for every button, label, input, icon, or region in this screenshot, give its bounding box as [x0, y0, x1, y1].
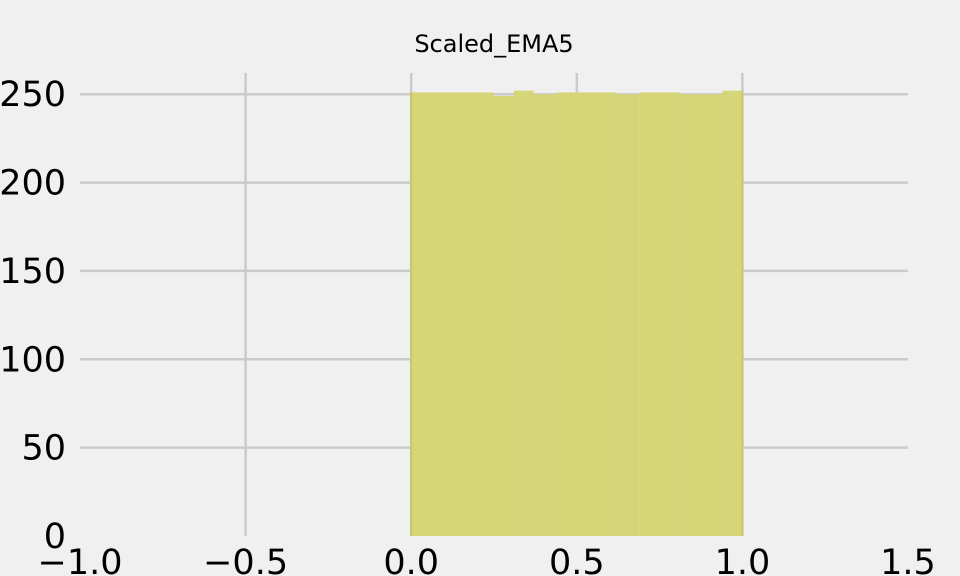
chart-title: Scaled_EMA5: [414, 30, 573, 58]
y-tick-label: 250: [0, 75, 66, 115]
histogram-bar: [679, 94, 723, 536]
x-tick-label: 1.5: [880, 543, 936, 576]
histogram-bar: [513, 90, 534, 536]
y-tick-labels: 0 50 100 150 200 250: [0, 75, 66, 557]
histogram-bar: [533, 94, 557, 536]
histogram-bar: [639, 92, 680, 536]
y-tick-label: 200: [0, 164, 66, 204]
histogram-bars: [410, 90, 744, 537]
x-tick-label: −0.5: [203, 543, 288, 576]
x-tick-labels: −1.0 −0.5 0.0 0.5 1.0 1.5: [38, 543, 936, 576]
histogram-bar: [411, 92, 494, 536]
histogram-bar: [494, 95, 514, 537]
y-tick-label: 50: [21, 429, 66, 469]
x-tick-label: 1.0: [715, 543, 771, 576]
x-tick-label: −1.0: [38, 543, 123, 576]
histogram-bar: [616, 94, 640, 536]
histogram-bar: [722, 90, 743, 536]
x-tick-label: 0.5: [549, 543, 605, 576]
histogram-bar: [556, 92, 617, 536]
x-tick-label: 0.0: [383, 543, 439, 576]
y-tick-label: 150: [0, 252, 66, 292]
y-tick-label: 100: [0, 340, 66, 380]
y-tick-label: 0: [44, 517, 66, 557]
